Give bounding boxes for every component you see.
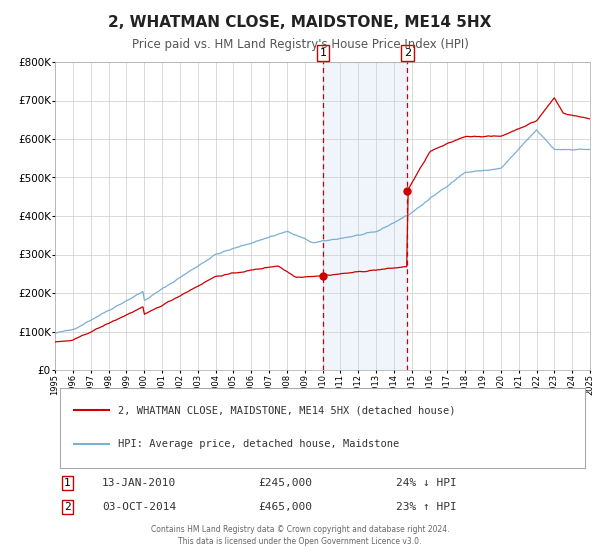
Text: 03-OCT-2014: 03-OCT-2014 (102, 502, 176, 512)
Text: 1: 1 (64, 478, 71, 488)
Text: 2: 2 (404, 48, 411, 58)
Text: This data is licensed under the Open Government Licence v3.0.: This data is licensed under the Open Gov… (178, 537, 422, 546)
Text: HPI: Average price, detached house, Maidstone: HPI: Average price, detached house, Maid… (118, 439, 399, 449)
Text: Contains HM Land Registry data © Crown copyright and database right 2024.: Contains HM Land Registry data © Crown c… (151, 525, 449, 534)
Text: Price paid vs. HM Land Registry's House Price Index (HPI): Price paid vs. HM Land Registry's House … (131, 38, 469, 51)
Text: 1: 1 (320, 48, 327, 58)
Text: 24% ↓ HPI: 24% ↓ HPI (396, 478, 457, 488)
Text: 2: 2 (64, 502, 71, 512)
Text: 23% ↑ HPI: 23% ↑ HPI (396, 502, 457, 512)
Text: £465,000: £465,000 (258, 502, 312, 512)
Text: 2, WHATMAN CLOSE, MAIDSTONE, ME14 5HX (detached house): 2, WHATMAN CLOSE, MAIDSTONE, ME14 5HX (d… (118, 405, 455, 416)
Text: 2, WHATMAN CLOSE, MAIDSTONE, ME14 5HX: 2, WHATMAN CLOSE, MAIDSTONE, ME14 5HX (109, 15, 491, 30)
Text: 13-JAN-2010: 13-JAN-2010 (102, 478, 176, 488)
Text: £245,000: £245,000 (258, 478, 312, 488)
Bar (323, 62, 407, 370)
